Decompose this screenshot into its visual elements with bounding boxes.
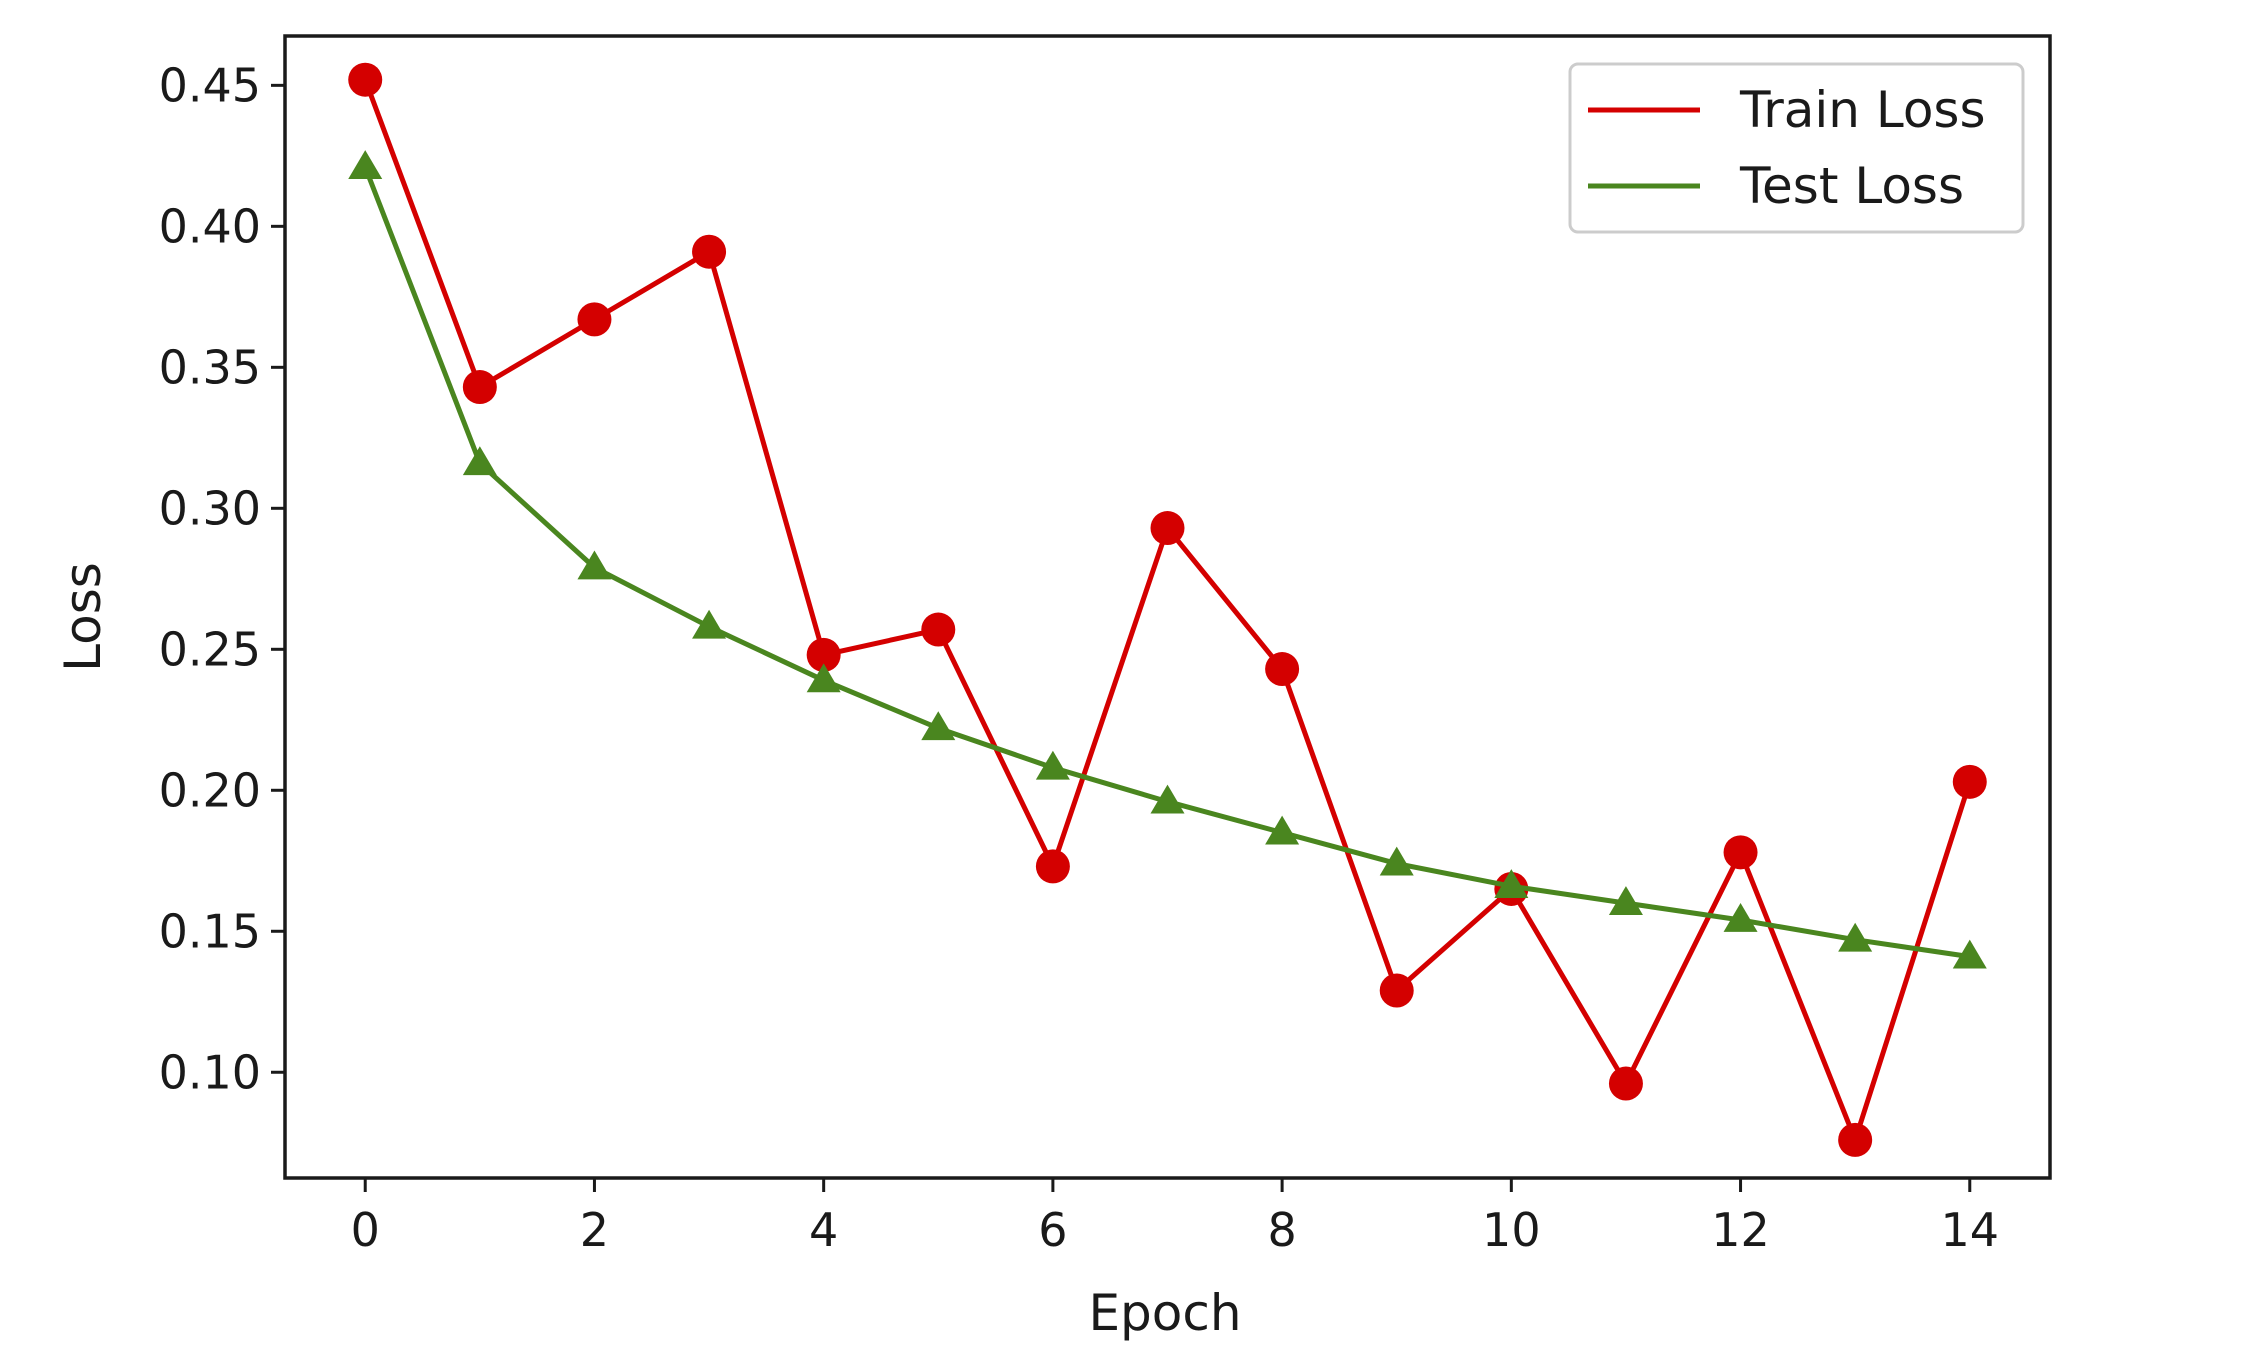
y-tick-label-0: 0.10: [159, 1045, 261, 1099]
x-tick-label-3: 6: [1038, 1203, 1067, 1257]
series-0-point-9: [1379, 973, 1414, 1008]
x-tick-label-7: 14: [1940, 1203, 1999, 1257]
series-0-point-11: [1608, 1066, 1643, 1101]
series-0-point-6: [1035, 849, 1070, 884]
legend-box: [1568, 62, 2025, 234]
series-0-point-5: [921, 612, 956, 647]
x-tick-label-2: 4: [809, 1203, 838, 1257]
legend-label-0: Train Loss: [1739, 81, 1986, 139]
series-1-point-2: [577, 550, 612, 580]
x-tick-label-1: 2: [580, 1203, 609, 1257]
series-0-point-7: [1150, 511, 1185, 546]
series-0-point-12: [1723, 835, 1758, 870]
series-1-point-0: [348, 150, 383, 180]
x-tick-label-0: 0: [351, 1203, 380, 1257]
y-tick-label-5: 0.35: [159, 340, 261, 394]
series-1-point-3: [692, 609, 727, 639]
series-0-point-4: [806, 637, 841, 672]
x-axis-label: Epoch: [1088, 1284, 1241, 1342]
y-tick-label-1: 0.15: [159, 904, 261, 958]
y-tick-label-4: 0.30: [159, 481, 261, 535]
x-tick-label-6: 12: [1711, 1203, 1770, 1257]
series-1-point-9: [1379, 846, 1414, 876]
legend: Train Loss Test Loss: [1568, 62, 2025, 234]
y-tick-label-2: 0.20: [159, 763, 261, 817]
series-1-point-13: [1838, 922, 1873, 952]
series-0-point-3: [692, 234, 727, 269]
series-0-point-2: [577, 302, 612, 337]
series-1-point-4: [806, 663, 841, 693]
series-0-point-0: [348, 62, 383, 97]
series-0-point-8: [1265, 652, 1300, 687]
series-1-point-5: [921, 711, 956, 741]
series-0-point-1: [462, 370, 497, 405]
series-0-point-13: [1838, 1122, 1873, 1157]
series-1-point-7: [1150, 784, 1185, 814]
x-tick-label-5: 10: [1482, 1203, 1541, 1257]
series-1-point-10: [1494, 869, 1529, 899]
y-tick-label-6: 0.40: [159, 199, 261, 253]
y-tick-label-7: 0.45: [159, 58, 261, 112]
legend-label-1: Test Loss: [1739, 157, 1964, 215]
x-tick-label-4: 8: [1267, 1203, 1296, 1257]
series-1-point-6: [1035, 750, 1070, 780]
plot-area: [348, 62, 1987, 1157]
series-1-point-8: [1265, 815, 1300, 845]
series-0-point-14: [1952, 764, 1987, 799]
axes-frame: [283, 34, 2052, 1180]
series-1-point-14: [1952, 939, 1987, 969]
y-tick-label-3: 0.25: [159, 622, 261, 676]
series-1-point-11: [1608, 886, 1643, 915]
axes: 0 2 4 6 8 10 12 14 0.10 0.15 0.20 0.25 0.30 0.35 0.40 0…: [159, 34, 2052, 1257]
series-1-point-12: [1723, 902, 1758, 932]
y-axis-label: Loss: [54, 562, 112, 672]
series-1-point-1: [462, 446, 497, 476]
